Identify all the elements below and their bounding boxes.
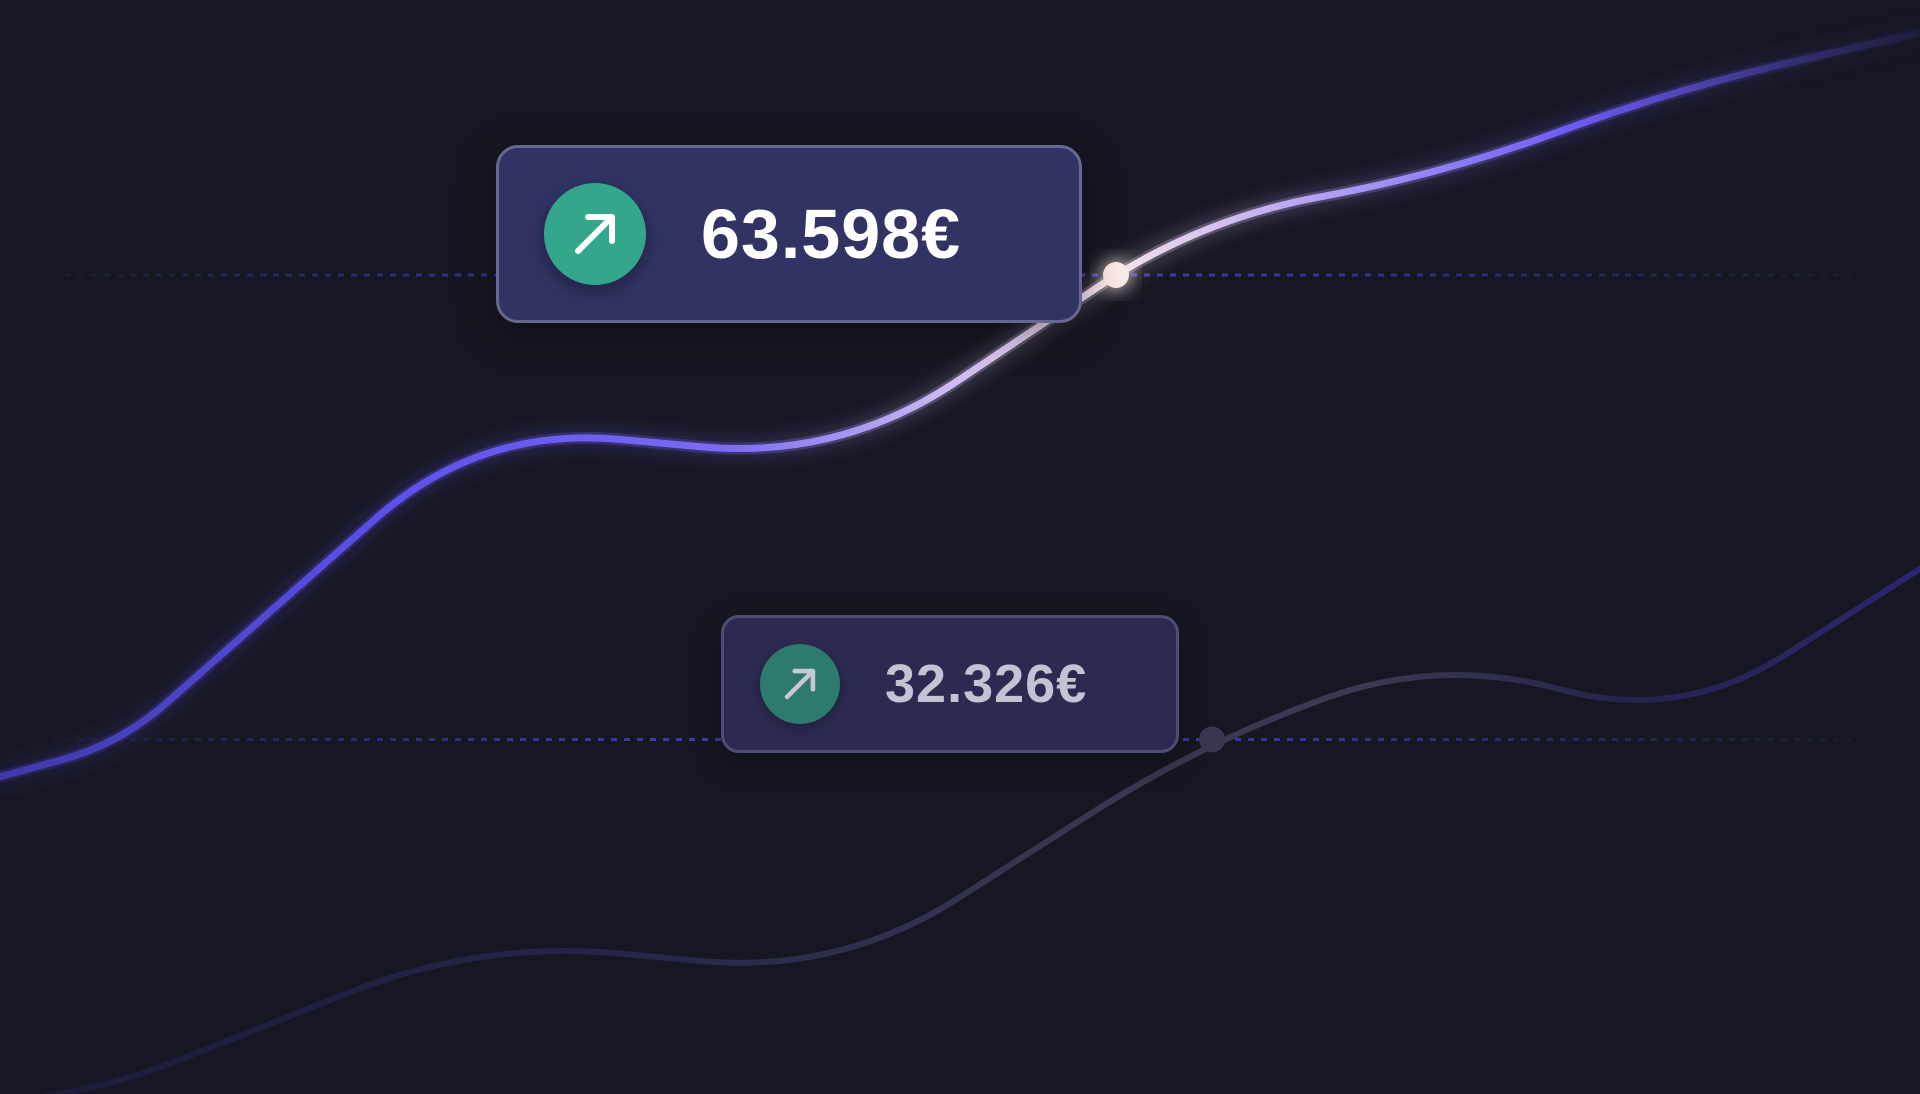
primary-value-card: 63.598€ xyxy=(496,145,1082,323)
secondary-trend-badge xyxy=(760,644,840,724)
highlight-point-1 xyxy=(1103,261,1129,288)
primary-trend-badge xyxy=(544,183,646,285)
series-line-1 xyxy=(0,29,1920,781)
primary-value: 63.598€ xyxy=(701,195,962,273)
arrow-up-right-icon xyxy=(784,668,816,700)
highlight-point-2 xyxy=(1199,726,1225,753)
series-line-2 xyxy=(43,565,1920,1094)
arrow-up-right-icon xyxy=(575,214,615,254)
secondary-value: 32.326€ xyxy=(885,654,1088,714)
secondary-value-card: 32.326€ xyxy=(721,615,1179,753)
